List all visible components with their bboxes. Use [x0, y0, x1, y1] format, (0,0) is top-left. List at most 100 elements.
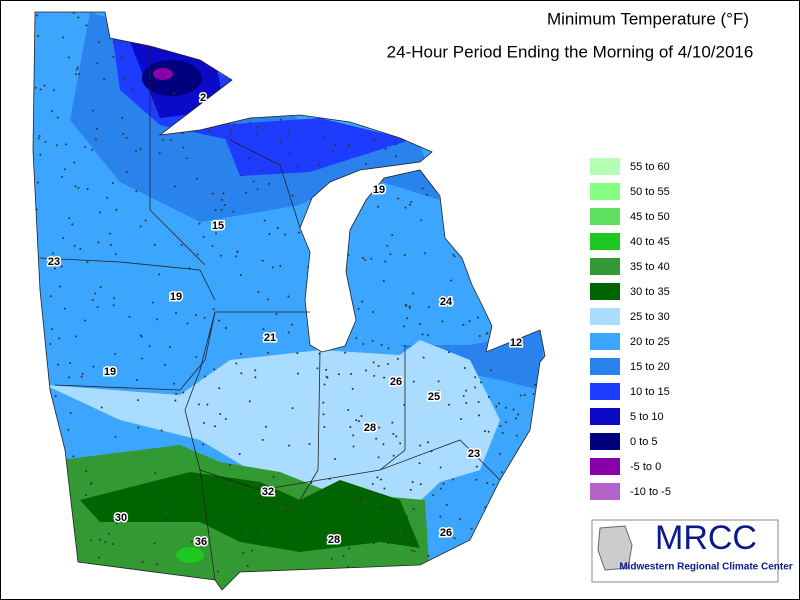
station-dot — [275, 313, 278, 316]
station-dot — [100, 406, 103, 409]
station-dot — [235, 255, 238, 258]
station-dot — [74, 73, 77, 76]
station-dot — [381, 494, 384, 497]
station-dot — [155, 563, 158, 566]
station-dot — [487, 395, 490, 398]
station-dot — [323, 426, 326, 429]
station-dot — [426, 441, 429, 444]
station-dot — [224, 418, 227, 421]
station-dot — [348, 144, 351, 147]
station-dot — [220, 198, 223, 201]
station-dot — [57, 363, 60, 366]
legend-label: 25 to 30 — [630, 311, 670, 323]
station-dot — [158, 152, 161, 155]
station-dot — [288, 151, 291, 154]
state-borders — [39, 46, 501, 581]
station-dot — [44, 140, 47, 143]
legend-swatch — [590, 358, 620, 375]
station-dot — [141, 357, 144, 360]
station-dot — [505, 421, 508, 424]
station-dot — [453, 537, 456, 540]
station-dot — [112, 41, 115, 44]
station-dot — [113, 297, 116, 300]
station-dot — [69, 361, 72, 364]
border — [199, 439, 501, 491]
zone-15-20 — [400, 330, 545, 390]
station-dot — [74, 185, 77, 188]
station-dot — [69, 412, 72, 415]
station-dot — [371, 482, 374, 485]
station-dot — [322, 401, 325, 404]
station-dot — [427, 305, 430, 308]
legend-label: 5 to 10 — [630, 411, 664, 423]
station-dot — [269, 489, 272, 492]
station-dot — [421, 187, 424, 190]
station-dot — [284, 233, 287, 236]
border — [184, 311, 216, 581]
station-dot — [330, 557, 333, 560]
station-dot — [84, 494, 87, 497]
station-dot — [86, 187, 89, 190]
station-dot — [128, 315, 131, 318]
station-dot — [139, 334, 142, 337]
station-dot — [182, 146, 185, 149]
station-label: 32 — [262, 486, 274, 498]
station-dot — [256, 502, 259, 505]
station-dot — [352, 434, 355, 437]
station-dot — [313, 505, 316, 508]
station-dot — [239, 533, 242, 536]
station-dot — [405, 515, 408, 518]
station-label: 26 — [390, 376, 402, 388]
station-dot — [475, 478, 478, 481]
station-dot — [426, 334, 429, 337]
station-dot — [174, 399, 177, 402]
station-dot — [369, 490, 372, 493]
station-dot — [412, 380, 415, 383]
station-dot — [202, 422, 205, 425]
zone-40-45 — [176, 547, 204, 563]
station-dot — [287, 541, 290, 544]
station-dot — [399, 442, 402, 445]
station-dot — [355, 419, 358, 422]
station-dot — [402, 325, 405, 328]
station-dot — [474, 376, 477, 379]
station-dot — [84, 146, 87, 149]
station-dot — [442, 482, 445, 485]
station-dot — [51, 252, 54, 255]
station-dot — [287, 133, 290, 136]
station-dot — [81, 372, 84, 375]
station-dot — [288, 444, 291, 447]
station-dot — [534, 383, 537, 386]
station-dot — [424, 252, 427, 255]
station-dot — [156, 318, 159, 321]
station-dot — [279, 265, 282, 268]
station-dot — [453, 255, 456, 258]
station-dot — [86, 261, 89, 264]
station-dot — [68, 376, 71, 379]
station-dot — [403, 527, 406, 530]
station-dot — [411, 481, 414, 484]
station-dot — [203, 316, 206, 319]
station-dot — [186, 322, 189, 325]
station-dot — [185, 157, 188, 160]
station-dot — [452, 478, 455, 481]
station-dot — [158, 273, 161, 276]
station-dot — [362, 343, 365, 346]
station-dot — [153, 542, 156, 545]
station-dot — [37, 137, 40, 140]
station-dot — [439, 515, 442, 518]
station-dot — [216, 570, 219, 573]
station-dot — [243, 499, 246, 502]
station-dot — [373, 138, 376, 141]
station-dot — [254, 376, 257, 379]
station-dot — [67, 428, 70, 431]
legend-swatch — [590, 383, 620, 400]
station-dot — [379, 478, 382, 481]
station-dot — [50, 110, 53, 113]
station-dot — [55, 144, 58, 147]
station-dot — [53, 267, 56, 270]
station-dot — [114, 435, 117, 438]
station-dot — [197, 403, 200, 406]
logo-map — [597, 525, 633, 571]
